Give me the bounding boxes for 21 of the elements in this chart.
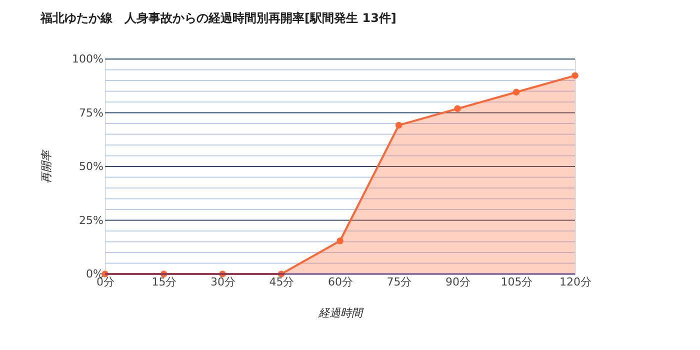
x-tick-label: 90分	[446, 276, 470, 288]
x-tick-label: 15分	[152, 276, 177, 288]
point	[336, 238, 344, 244]
x-tick-label: 105分	[500, 276, 533, 288]
y-tick-label: 50%	[79, 160, 104, 173]
point	[572, 72, 578, 79]
x-tick-label: 60分	[328, 276, 353, 288]
y-tick-label: 25%	[79, 214, 104, 227]
x-axis-title: 経過時間	[318, 306, 364, 320]
x-tick-label: 30分	[210, 276, 236, 288]
x-tick-label: 0分	[96, 276, 114, 288]
y-axis-title: 再開率	[40, 150, 54, 184]
x-tick-label: 45分	[269, 276, 294, 288]
point	[454, 105, 461, 112]
x-tick-label: 75分	[386, 276, 412, 288]
point	[395, 122, 402, 129]
point	[512, 88, 520, 96]
y-tick-label: 75%	[79, 106, 104, 120]
x-tick-label: 120分	[560, 276, 592, 288]
chart-title: 福北ゆたか線 人身事故からの経過時間別再開率[駅間発生 13件]	[40, 11, 396, 25]
y-tick-label: 100%	[72, 52, 104, 66]
